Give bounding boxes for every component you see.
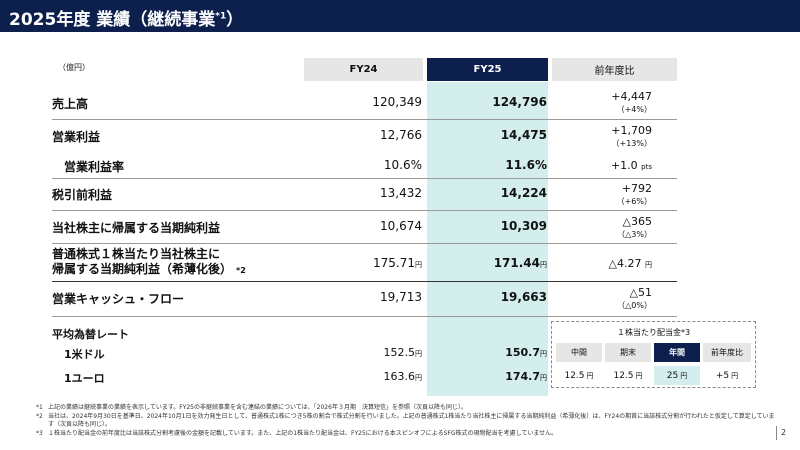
table-row-pretax-income: 税引前利益 13,432 14,224 +792 （+6%） — [52, 182, 677, 208]
slide-header: 2025年度 業績（継続事業*1） — [0, 0, 800, 32]
row-label: 当社株主に帰属する当期純利益 — [52, 221, 221, 235]
table-row-net-income: 当社株主に帰属する当期純利益 10,674 10,309 △365 （△3%） — [52, 215, 677, 241]
value-fy25: 19,663 — [500, 290, 547, 304]
value-fy24: 10,674 — [380, 219, 422, 233]
column-header-yoy: 前年度比 — [552, 58, 677, 81]
dividend-header-year-end: 期末 — [605, 343, 651, 362]
dividend-value-yoy: +5 円 — [715, 370, 739, 381]
dividend-header-interim: 中間 — [556, 343, 602, 362]
value-fy25: 14,224 — [500, 186, 547, 200]
divider — [52, 210, 677, 211]
value-fy25: 11.6% — [505, 158, 547, 172]
value-fy24: 12,766 — [380, 128, 422, 142]
value-yoy: +4,447 （+4%） — [611, 90, 652, 114]
fx-rate-title: 平均為替レート — [52, 328, 129, 341]
dividend-value-interim: 12.5 円 — [564, 370, 594, 381]
table-row-operating-income: 営業利益 12,766 14,475 +1,709 （+13%） — [52, 124, 677, 150]
table-row-operating-margin: 営業利益率 10.6% 11.6% +1.0 pts — [52, 156, 677, 176]
value-fy25: 124,796 — [492, 95, 547, 109]
dividend-value-year-end: 12.5 円 — [613, 370, 643, 381]
value-yoy: △4.27 円 — [608, 257, 652, 270]
unit-label: （億円） — [58, 63, 90, 72]
fy25-column-highlight — [427, 82, 548, 396]
value-yoy: +1.0 pts — [610, 159, 652, 172]
dividend-box: １株当たり配当金*3 中間 期末 年間 前年度比 12.5 円 12.5 円 25 円… — [551, 321, 756, 388]
row-label: 1米ドル — [64, 348, 105, 361]
value-fy25: 10,309 — [500, 219, 547, 233]
row-label: 売上高 — [52, 97, 89, 111]
value-fy24: 152.5円 — [383, 346, 423, 359]
row-label: 営業利益 — [52, 130, 101, 144]
table-row-eps: 普通株式１株当たり当社株主に 帰属する当期純利益（希薄化後） *2 175.71円 … — [52, 247, 677, 279]
value-fy24: 175.71円 — [373, 256, 422, 270]
value-fy24: 13,432 — [380, 186, 422, 200]
dividend-title: １株当たり配当金*3 — [616, 328, 691, 337]
value-fy24: 10.6% — [383, 158, 422, 172]
row-label: 1ユーロ — [64, 372, 105, 385]
value-fy24: 163.6円 — [383, 370, 423, 383]
table-row-revenue: 売上高 120,349 124,796 +4,447 （+4%） — [52, 90, 677, 116]
row-label: 普通株式１株当たり当社株主に 帰属する当期純利益（希薄化後） *2 — [52, 247, 246, 276]
page-number-divider — [776, 426, 777, 440]
dividend-value-annual: 25 円 — [654, 366, 700, 385]
value-yoy: +792 （+6%） — [616, 182, 652, 206]
value-fy25: 14,475 — [500, 128, 547, 142]
value-fy25: 150.7円 — [505, 346, 547, 359]
slide-title: 2025年度 業績（継続事業*1） — [9, 10, 244, 30]
footnote: *1 上記の業績は継続事業の業績を表示しています。FY25の非継続事業を含む連結の… — [36, 404, 467, 411]
divider — [52, 316, 677, 317]
divider — [52, 243, 677, 244]
footnote: *3 １株当たり配当金の前年度比は当該株式分割考慮後の金額を記載しています。また、… — [36, 429, 558, 437]
value-fy24: 120,349 — [372, 95, 422, 109]
value-yoy: △51 （△0%） — [617, 286, 652, 310]
value-fy25: 171.44円 — [493, 256, 547, 270]
footnotes: *1 上記の業績は継続事業の業績を表示しています。FY25の非継続事業を含む連結の… — [36, 404, 776, 438]
column-header-fy25: FY25 — [427, 58, 548, 81]
table-row-fx-eur: 1ユーロ 163.6円 174.7円 — [52, 370, 677, 388]
divider — [52, 178, 677, 179]
dividend-header-yoy: 前年度比 — [703, 343, 751, 362]
column-header-fy24: FY24 — [304, 58, 423, 81]
value-yoy: △365 （△3%） — [617, 215, 652, 239]
page-number: 2 — [781, 428, 787, 437]
table-row-fx-usd: 1米ドル 152.5円 150.7円 — [52, 346, 677, 364]
row-label: 営業キャッシュ・フロー — [52, 292, 185, 306]
value-fy24: 19,713 — [380, 290, 422, 304]
row-label: 税引前利益 — [52, 188, 113, 202]
divider — [52, 119, 677, 120]
value-yoy: +1,709 （+13%） — [611, 124, 652, 148]
footnote: *2 当社は、2024年9月30日を基準日、2024年10月1日を効力発生日として… — [36, 412, 775, 429]
value-fy25: 174.7円 — [505, 370, 547, 383]
dividend-header-annual: 年間 — [654, 343, 700, 362]
table-row-operating-cash-flow: 営業キャッシュ・フロー 19,713 19,663 △51 （△0%） — [52, 286, 677, 312]
row-label: 営業利益率 — [64, 160, 125, 174]
divider — [52, 281, 677, 282]
